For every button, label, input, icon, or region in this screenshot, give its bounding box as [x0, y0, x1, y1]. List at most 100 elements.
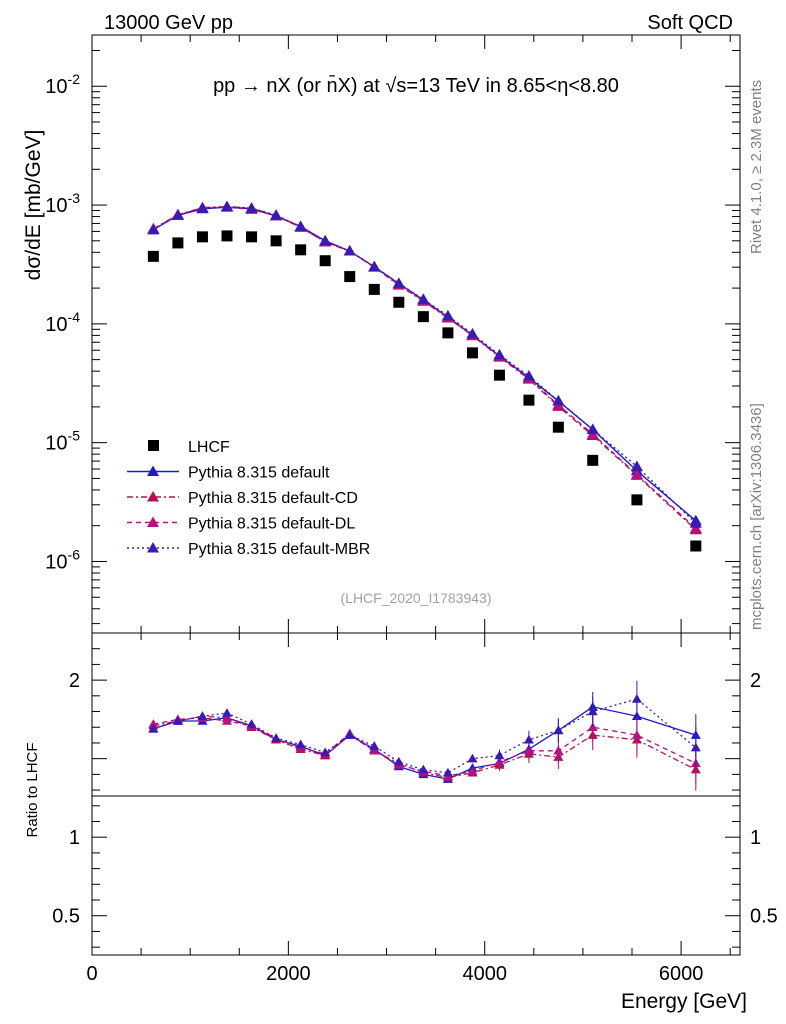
lhcf-point [493, 369, 505, 381]
ratio-point [523, 745, 534, 755]
ratio-point [148, 719, 159, 728]
chart-title: pp → nX (or n̄X) at √s=13 TeV in 8.65<η<… [213, 74, 619, 97]
ratio-tick-label-right: 2 [750, 670, 761, 692]
series-point [586, 423, 599, 435]
y-tick-label: 10-4 [45, 309, 80, 336]
ratio-tick-label: 1 [69, 827, 80, 849]
lhcf-point [393, 296, 405, 308]
ratio-point [631, 730, 642, 739]
ratio-point [553, 725, 564, 735]
ratio-point [553, 745, 564, 755]
legend-label: Pythia 8.315 default-DL [188, 516, 355, 533]
analysis-tag: (LHCF_2020_I1783943) [341, 590, 492, 606]
axes: 0 2000 4000 6000 10-6 10-5 10-4 10-3 10-2 0.5 0.5 1… [45, 35, 778, 985]
ratio-y-axis-label: Ratio to LHCF [24, 742, 41, 837]
ratio-point [320, 747, 331, 757]
y-tick-label: 10-6 [45, 546, 80, 573]
lhcf-point [587, 454, 599, 466]
series-point [270, 209, 283, 220]
ratio-point [467, 766, 478, 775]
legend-entry-3: Pythia 8.315 default-DL [127, 516, 355, 533]
legend-label: Pythia 8.315 default [188, 465, 330, 482]
ratio-tick-label-right: 0.5 [750, 906, 778, 928]
ratio-point [222, 708, 232, 717]
header-right: Soft QCD [647, 12, 733, 34]
lhcf-point [631, 494, 643, 506]
series-point [147, 223, 160, 235]
series-point [630, 468, 643, 479]
series-point [630, 460, 643, 472]
legend-marker [147, 542, 159, 553]
series-layer [147, 200, 702, 552]
y-tick-label: 10-3 [45, 190, 80, 217]
lhcf-point [147, 250, 159, 262]
x-tick-label: 0 [86, 963, 97, 985]
ratio-plot-frame [91, 632, 741, 956]
lhcf-point [523, 394, 535, 406]
legend-marker [148, 440, 159, 451]
ratio-point [172, 715, 183, 725]
ratio-layer [148, 680, 701, 791]
rivet-label: Rivet 4.1.0, ≥ 2.3M events [748, 80, 765, 254]
lhcf-point [690, 540, 702, 552]
series-point [368, 260, 381, 272]
x-tick-label: 2000 [266, 963, 311, 985]
ratio-point [494, 750, 505, 760]
legend-marker [147, 516, 159, 527]
series-point [196, 202, 209, 213]
ratio-point [631, 693, 642, 703]
series-point [493, 348, 506, 360]
x-tick-label: 4000 [462, 963, 507, 985]
series-line [153, 205, 697, 524]
lhcf-point [221, 230, 233, 242]
series-point [552, 394, 565, 406]
x-axis-label: Energy [GeV] [621, 990, 747, 1013]
series-line [153, 206, 697, 529]
x-tick-label: 6000 [659, 963, 704, 985]
lhcf-point [319, 255, 331, 267]
ratio-point [271, 733, 282, 742]
mcplots-label: mcplots.cern.ch [arXiv:1306.3436] [748, 403, 765, 630]
lhcf-point [172, 237, 184, 249]
lhcf-point [417, 311, 429, 323]
series-point [689, 517, 702, 528]
ratio-point [197, 711, 208, 720]
legend-label: Pythia 8.315 default-MBR [188, 541, 370, 558]
ratio-point [523, 734, 534, 744]
ratio-line [153, 717, 697, 777]
lhcf-point [270, 235, 282, 247]
ratio-point [148, 723, 159, 733]
ratio-point [295, 739, 306, 749]
ratio-point [690, 742, 701, 752]
ratio-point [246, 719, 257, 728]
series-point [171, 209, 184, 220]
ratio-tick-label: 2 [69, 670, 80, 692]
ratio-point [442, 767, 453, 777]
ratio-line [153, 715, 697, 779]
legend-marker [147, 465, 159, 476]
ratio-series-3 [148, 680, 701, 777]
series-0 [147, 230, 702, 552]
y-tick-label: 10-5 [45, 428, 80, 455]
legend-label: LHCF [188, 439, 230, 456]
lhcf-point [466, 347, 478, 359]
ratio-point [587, 722, 598, 731]
ratio-point [222, 715, 232, 725]
lhcf-point [246, 231, 258, 243]
lhcf-point [295, 244, 307, 256]
y-axis-label: dσ/dE [mb/GeV] [22, 130, 45, 281]
series-point [392, 277, 405, 288]
series-point [294, 220, 307, 231]
legend-entry-1: Pythia 8.315 default [127, 465, 330, 482]
series-point [441, 309, 454, 321]
series-point [245, 202, 258, 213]
lhcf-point [442, 327, 454, 339]
lhcf-point [344, 271, 356, 283]
ratio-point [344, 730, 355, 739]
ratio-tick-label-right: 1 [750, 827, 761, 849]
header-left: 13000 GeV pp [104, 12, 233, 34]
ratio-point [587, 706, 598, 716]
series-point [466, 327, 479, 339]
y-tick-label: 10-2 [45, 71, 80, 98]
